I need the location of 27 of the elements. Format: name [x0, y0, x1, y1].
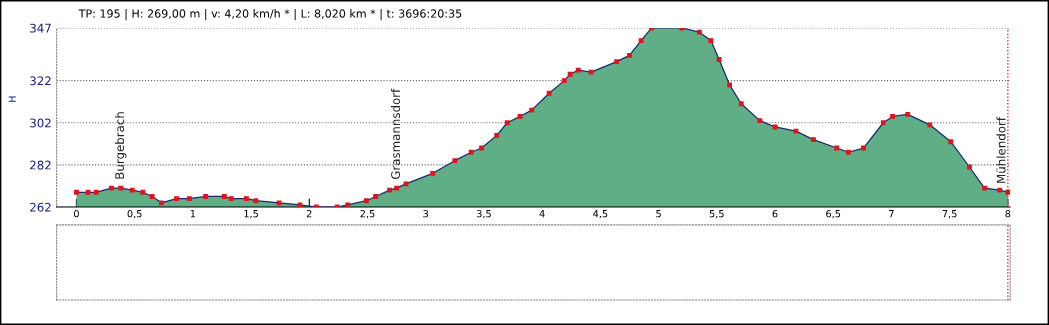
annotation: Grasmannsdorf: [390, 88, 401, 180]
y-tick-label: 322: [30, 76, 51, 86]
x-tick-label: 6: [772, 209, 778, 218]
x-tick-label: 7,5: [942, 210, 957, 219]
x-tick-label: 4: [539, 210, 545, 218]
y-axis-title: H: [8, 96, 16, 102]
y-tick-label: 302: [30, 118, 51, 128]
y-tick-label: 282: [30, 160, 51, 170]
x-tick-label: 2,5: [360, 209, 375, 219]
x-tick-label: 2: [306, 209, 312, 218]
x-tick-label: 5,5: [709, 210, 724, 219]
y-tick-label: 347: [30, 23, 51, 33]
annotation: Mühlendorf: [996, 116, 1006, 183]
x-tick-label: 5: [656, 210, 661, 218]
x-tick-label: 4,5: [593, 210, 608, 219]
chart-title: TP: 195 | H: 269,00 m | v: 4,20 km/h * | L: 8,020 km * | t: 3696:20:35: [78, 9, 462, 21]
x-tick-label: 1,5: [244, 210, 258, 219]
x-tick-label: 6,5: [826, 209, 841, 219]
annotation: Burgebrach: [114, 112, 127, 179]
x-tick-label: 3: [423, 209, 429, 218]
x-tick-label: 1: [190, 210, 196, 218]
x-tick-label: 0: [73, 209, 79, 218]
x-tick-label: 7: [889, 210, 894, 218]
x-tick-label: 3,5: [476, 209, 491, 219]
x-tick-label: 0,5: [127, 209, 142, 219]
x-tick-label: 8: [1005, 209, 1011, 218]
y-tick-label: 262: [30, 202, 51, 212]
